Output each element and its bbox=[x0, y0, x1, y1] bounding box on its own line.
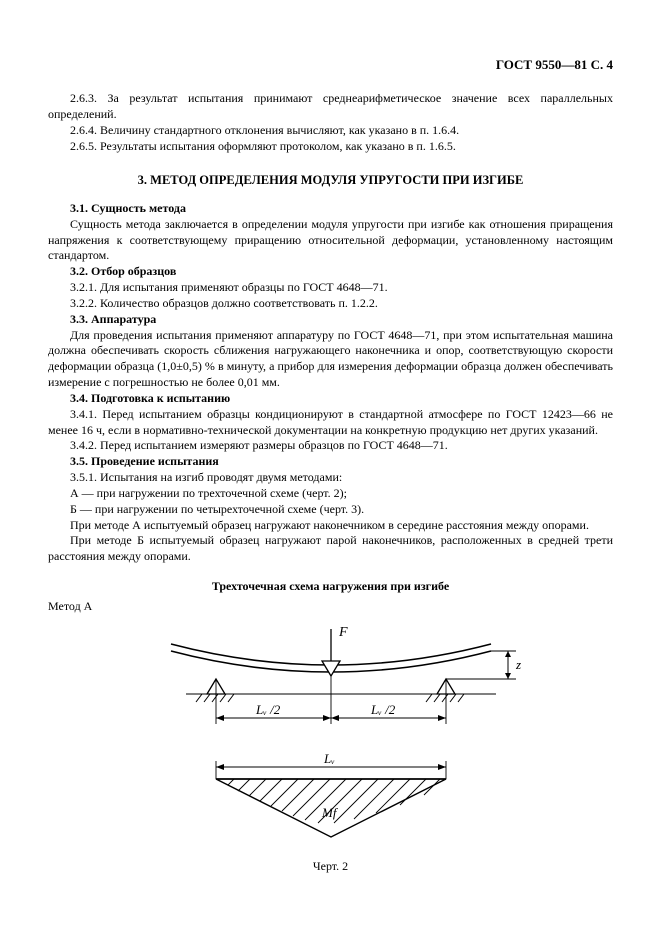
para-3-5-1b: Б — при нагружении по четырехточечной сх… bbox=[48, 502, 613, 518]
figure-caption: Черт. 2 bbox=[48, 859, 613, 875]
section-3-heading: 3. МЕТОД ОПРЕДЕЛЕНИЯ МОДУЛЯ УПРУГОСТИ ПР… bbox=[48, 172, 613, 189]
method-a-label: Метод А bbox=[48, 599, 613, 615]
label-mf: Mf bbox=[321, 805, 339, 820]
para-3-2-2: 3.2.2. Количество образцов должно соотве… bbox=[48, 296, 613, 312]
label-z: z bbox=[515, 657, 521, 672]
heading-3-2: 3.2. Отбор образцов bbox=[48, 264, 613, 280]
heading-3-1: 3.1. Сущность метода bbox=[48, 201, 613, 217]
para-3-5-1a: А — при нагружении по трехточечной схеме… bbox=[48, 486, 613, 502]
heading-3-4: 3.4. Подготовка к испытанию bbox=[48, 391, 613, 407]
para-3-1: Сущность метода заключается в определени… bbox=[48, 217, 613, 264]
para-2-6-3: 2.6.3. За результат испытания принимают … bbox=[48, 91, 613, 123]
para-method-a: При методе А испытуемый образец нагружаю… bbox=[48, 518, 613, 534]
para-2-6-5: 2.6.5. Результаты испытания оформляют пр… bbox=[48, 139, 613, 155]
bending-diagram-svg: F z Lᵥ /2 Lᵥ /2 bbox=[116, 621, 546, 851]
running-head: ГОСТ 9550—81 С. 4 bbox=[48, 56, 613, 73]
para-3-4-2: 3.4.2. Перед испытанием измеряют размеры… bbox=[48, 438, 613, 454]
para-3-4-1: 3.4.1. Перед испытанием образцы кондицио… bbox=[48, 407, 613, 439]
page: ГОСТ 9550—81 С. 4 2.6.3. За результат ис… bbox=[0, 0, 661, 936]
figure-title: Трехточечная схема нагружения при изгибе bbox=[48, 579, 613, 595]
label-lv2-left: Lᵥ /2 bbox=[255, 702, 281, 717]
para-method-b: При методе Б испытуемый образец нагружаю… bbox=[48, 533, 613, 565]
para-3-5-1: 3.5.1. Испытания на изгиб проводят двумя… bbox=[48, 470, 613, 486]
label-lv: Lᵥ bbox=[323, 751, 335, 766]
para-2-6-4: 2.6.4. Величину стандартного отклонения … bbox=[48, 123, 613, 139]
label-F: F bbox=[338, 625, 348, 640]
figure-2: F z Lᵥ /2 Lᵥ /2 bbox=[48, 621, 613, 851]
heading-3-3: 3.3. Аппаратура bbox=[48, 312, 613, 328]
heading-3-5: 3.5. Проведение испытания bbox=[48, 454, 613, 470]
para-3-3: Для проведения испытания применяют аппар… bbox=[48, 328, 613, 391]
para-3-2-1: 3.2.1. Для испытания применяют образцы п… bbox=[48, 280, 613, 296]
label-lv2-right: Lᵥ /2 bbox=[370, 702, 396, 717]
